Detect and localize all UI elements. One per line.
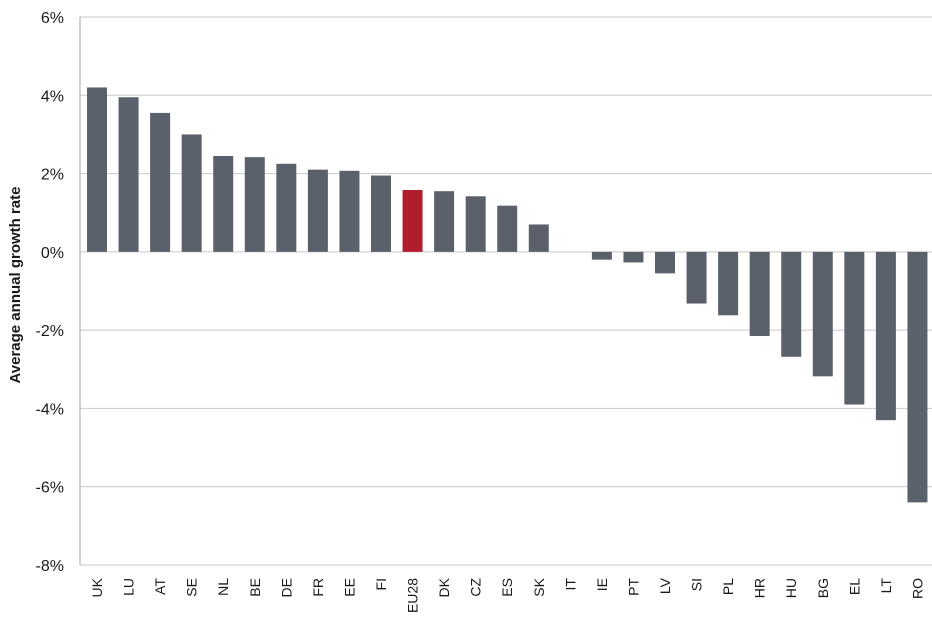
bar-ro: [907, 251, 928, 503]
y-tick-label: 0%: [41, 245, 64, 262]
bar-el: [844, 251, 865, 405]
x-tick-label: UK: [89, 577, 105, 597]
x-tick-label: LT: [878, 578, 894, 594]
x-tick-label: DE: [278, 578, 294, 597]
x-tick-label: RO: [909, 578, 925, 599]
y-tick-label: -8%: [36, 558, 64, 575]
x-tick-label: BG: [815, 578, 831, 598]
bar-si: [686, 251, 707, 304]
bar-eu28: [402, 190, 423, 252]
bar-pl: [718, 251, 739, 316]
bar-de: [276, 163, 297, 252]
bar-hr: [749, 251, 770, 337]
x-tick-label: SK: [531, 577, 547, 596]
x-tick-label: CZ: [468, 578, 484, 597]
bar-pt: [623, 251, 644, 263]
y-axis-title: Average annual growth rate: [7, 187, 24, 384]
x-tick-label: LU: [121, 578, 137, 596]
bar-at: [150, 112, 171, 252]
bar-be: [244, 157, 265, 252]
x-tick-label: PL: [720, 578, 736, 595]
x-tick-label: LV: [657, 577, 673, 594]
x-tick-label: HU: [783, 578, 799, 598]
x-tick-label: BE: [247, 578, 263, 597]
x-tick-label: EU28: [405, 578, 421, 613]
gridlines: [79, 16, 932, 566]
bar-lv: [655, 251, 675, 274]
bar-fr: [307, 169, 328, 252]
bar-lt: [875, 251, 896, 421]
bar-hu: [781, 251, 802, 357]
bar-uk: [87, 87, 107, 252]
bar-se: [181, 134, 202, 252]
x-tick-label: FI: [373, 578, 389, 590]
bar-cz: [465, 196, 486, 252]
y-tick-label: 2%: [41, 167, 64, 184]
x-tick-label: PT: [625, 578, 641, 596]
y-axis-ticks: 6% 4% 2% 0% -2% -4% -6% -8%: [36, 10, 64, 575]
x-tick-label: IE: [594, 578, 610, 591]
x-tick-label: FR: [310, 578, 326, 597]
x-tick-label: SE: [184, 578, 200, 597]
y-tick-label: 4%: [41, 88, 64, 105]
bar-dk: [434, 191, 455, 252]
x-tick-label: HR: [752, 578, 768, 598]
x-tick-label: SI: [689, 578, 705, 591]
bar-ie: [591, 251, 612, 260]
x-tick-label: IT: [562, 578, 578, 591]
y-tick-label: -2%: [36, 323, 64, 340]
x-tick-label: ES: [499, 578, 515, 597]
x-tick-label: DK: [436, 577, 452, 597]
x-tick-label: AT: [152, 578, 168, 595]
bar-es: [497, 205, 518, 252]
x-tick-label: NL: [215, 578, 231, 596]
y-tick-label: -4%: [36, 401, 64, 418]
y-tick-label: -6%: [36, 480, 64, 497]
x-tick-label: EL: [846, 578, 862, 595]
bar-bg: [812, 251, 833, 377]
bar-nl: [213, 155, 234, 252]
bar-sk: [528, 224, 549, 252]
x-axis-labels: UK LU AT SE NL BE DE FR EE FI EU28 DK CZ ES SK IT IE PT LV…: [89, 577, 925, 613]
bars: [87, 87, 928, 503]
bar-ee: [339, 170, 360, 252]
bar-lu: [118, 97, 139, 252]
bar-fi: [371, 175, 391, 252]
y-tick-label: 6%: [41, 10, 64, 27]
x-tick-label: EE: [341, 578, 357, 597]
